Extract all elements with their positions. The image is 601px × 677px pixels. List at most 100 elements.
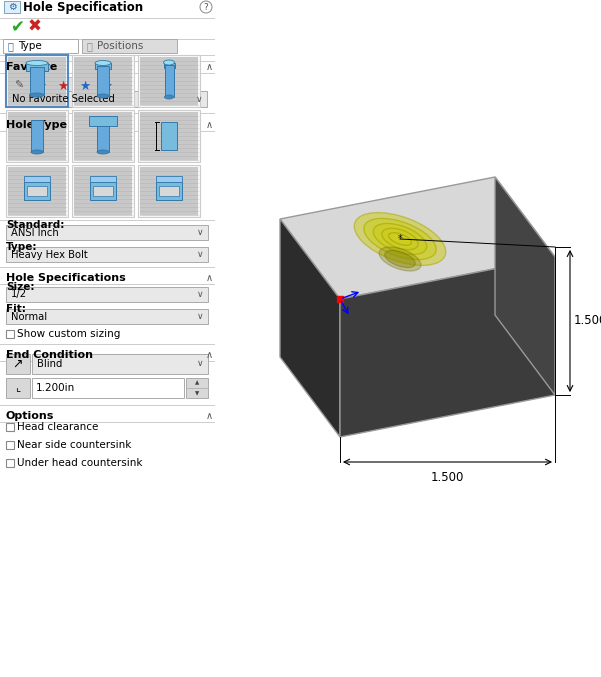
Text: Positions: Positions — [97, 41, 144, 51]
Bar — [6, 55, 68, 107]
Ellipse shape — [30, 93, 44, 97]
Text: ★: ★ — [102, 79, 112, 93]
Text: ?: ? — [204, 3, 209, 12]
Bar — [6, 110, 68, 162]
Text: Blind: Blind — [37, 359, 63, 369]
Text: Hole Specifications: Hole Specifications — [6, 273, 126, 283]
Text: ∧: ∧ — [206, 350, 213, 360]
Text: Under head countersink: Under head countersink — [17, 458, 142, 468]
Text: ★: ★ — [35, 79, 47, 93]
Bar — [6, 459, 14, 467]
Text: 1.200in: 1.200in — [36, 383, 75, 393]
Bar — [95, 63, 111, 69]
Bar — [138, 165, 200, 217]
Text: Type:: Type: — [6, 242, 37, 252]
Ellipse shape — [95, 60, 111, 66]
Bar — [89, 116, 117, 126]
Text: ↗: ↗ — [13, 357, 23, 370]
Bar — [6, 287, 208, 302]
Bar — [140, 167, 198, 215]
Text: ✖: ✖ — [28, 18, 42, 36]
Bar — [74, 167, 132, 215]
Ellipse shape — [31, 150, 43, 154]
Bar — [159, 186, 179, 196]
Text: ∧: ∧ — [206, 411, 213, 421]
Ellipse shape — [382, 228, 418, 250]
Ellipse shape — [97, 94, 109, 98]
Text: ∨: ∨ — [197, 290, 203, 299]
Text: ▼: ▼ — [195, 391, 199, 397]
Bar — [4, 1, 20, 13]
Text: ⌞: ⌞ — [16, 383, 20, 393]
Text: ∨: ∨ — [196, 95, 203, 104]
Ellipse shape — [165, 95, 174, 99]
Text: ∧: ∧ — [206, 273, 213, 283]
Text: *: * — [398, 234, 403, 244]
Bar — [74, 112, 132, 160]
Bar — [26, 63, 48, 71]
Bar — [31, 120, 43, 152]
Ellipse shape — [97, 150, 109, 154]
Text: ∨: ∨ — [197, 228, 203, 237]
Ellipse shape — [385, 250, 415, 267]
Bar — [8, 57, 66, 105]
Bar — [6, 165, 68, 217]
Bar — [6, 225, 208, 240]
Text: ∨: ∨ — [197, 312, 203, 321]
Text: Options: Options — [6, 411, 54, 421]
Text: ∧: ∧ — [206, 62, 213, 72]
Circle shape — [200, 1, 212, 13]
Text: ∨: ∨ — [197, 359, 203, 368]
Bar — [8, 112, 66, 160]
Bar — [6, 354, 30, 374]
Bar — [72, 55, 134, 107]
Text: ⧉: ⧉ — [87, 41, 93, 51]
Ellipse shape — [379, 247, 421, 271]
Bar — [163, 62, 174, 68]
Text: ★: ★ — [57, 79, 69, 93]
Bar — [24, 176, 50, 182]
Polygon shape — [280, 177, 555, 299]
Bar — [82, 39, 177, 53]
Bar — [90, 176, 116, 182]
Text: Normal: Normal — [11, 311, 47, 322]
Bar — [97, 66, 109, 96]
Text: ∨: ∨ — [197, 250, 203, 259]
Text: ✎: ✎ — [14, 81, 23, 91]
Ellipse shape — [163, 60, 174, 65]
Text: ⧉: ⧉ — [8, 41, 14, 51]
Bar — [186, 378, 208, 398]
Text: ∧: ∧ — [206, 120, 213, 130]
Bar — [54, 77, 72, 95]
Polygon shape — [340, 257, 555, 437]
Bar — [74, 57, 132, 105]
Bar — [6, 378, 30, 398]
Text: Favorite: Favorite — [6, 62, 57, 72]
Text: Hole Specification: Hole Specification — [23, 1, 143, 14]
Bar — [72, 165, 134, 217]
Ellipse shape — [364, 219, 436, 259]
Text: Type: Type — [18, 41, 41, 51]
Bar — [140, 57, 198, 105]
Bar — [165, 65, 174, 97]
Bar — [32, 378, 184, 398]
Text: ▲: ▲ — [195, 380, 199, 385]
Text: ✔: ✔ — [10, 18, 24, 36]
Text: Standard:: Standard: — [6, 220, 64, 230]
Bar — [93, 186, 113, 196]
Bar — [76, 77, 94, 95]
Bar — [32, 77, 50, 95]
Bar — [138, 110, 200, 162]
Bar — [161, 122, 177, 150]
Bar — [7, 91, 207, 107]
Text: ANSI Inch: ANSI Inch — [11, 227, 59, 238]
Ellipse shape — [389, 233, 412, 245]
Bar — [98, 77, 116, 95]
Text: ⚙: ⚙ — [8, 2, 16, 12]
Bar — [30, 67, 44, 95]
Bar — [6, 423, 14, 431]
Text: Near side countersink: Near side countersink — [17, 440, 132, 450]
Polygon shape — [280, 219, 340, 437]
Bar — [10, 77, 28, 95]
Bar — [27, 186, 47, 196]
